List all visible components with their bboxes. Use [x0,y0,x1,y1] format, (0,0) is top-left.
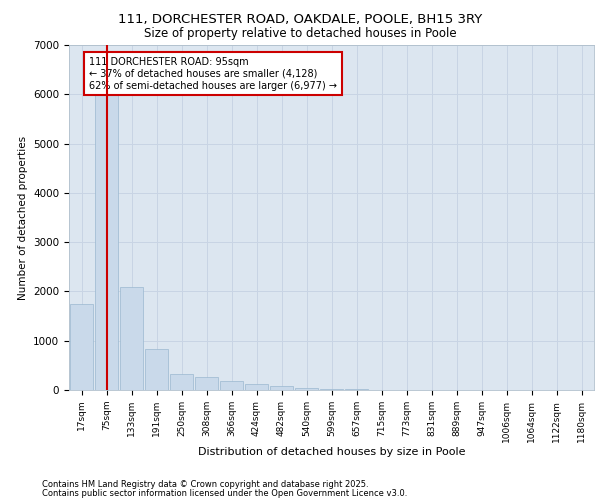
Bar [220,380,243,390]
Text: 111 DORCHESTER ROAD: 95sqm
← 37% of detached houses are smaller (4,128)
62% of s: 111 DORCHESTER ROAD: 95sqm ← 37% of deta… [89,58,337,90]
Bar [320,389,343,390]
Bar [170,374,193,390]
Bar [120,286,143,390]
Text: Contains public sector information licensed under the Open Government Licence v3: Contains public sector information licen… [42,488,407,498]
Bar [245,384,268,390]
Y-axis label: Number of detached properties: Number of detached properties [17,136,28,300]
Text: 111, DORCHESTER ROAD, OAKDALE, POOLE, BH15 3RY: 111, DORCHESTER ROAD, OAKDALE, POOLE, BH… [118,12,482,26]
Text: Size of property relative to detached houses in Poole: Size of property relative to detached ho… [143,28,457,40]
Bar [195,376,218,390]
Bar [270,386,293,390]
Bar [70,304,93,390]
Bar [295,388,318,390]
X-axis label: Distribution of detached houses by size in Poole: Distribution of detached houses by size … [198,448,465,458]
Bar [145,349,168,390]
Bar [95,96,118,390]
Text: Contains HM Land Registry data © Crown copyright and database right 2025.: Contains HM Land Registry data © Crown c… [42,480,368,489]
